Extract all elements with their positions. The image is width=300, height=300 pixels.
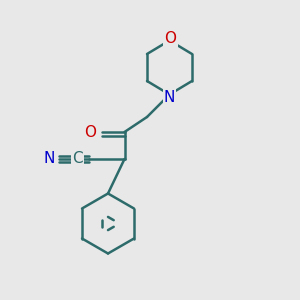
Text: N: N — [44, 151, 55, 166]
Text: C: C — [72, 151, 83, 166]
Text: N: N — [164, 90, 175, 105]
Text: O: O — [164, 31, 176, 46]
Text: O: O — [85, 125, 97, 140]
